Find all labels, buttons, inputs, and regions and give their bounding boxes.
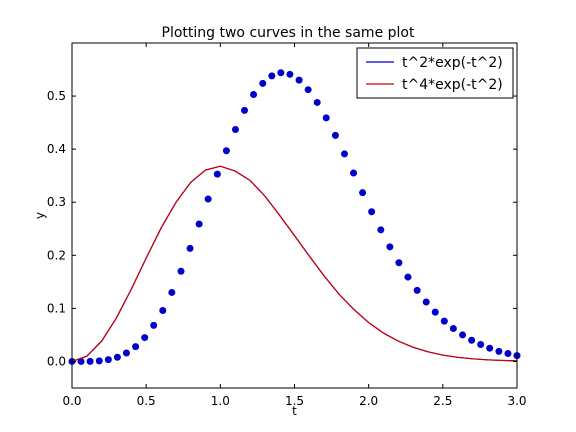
data-point (377, 226, 385, 234)
ticks-layer: 0.0 0.5 1.0 1.5 2.0 2.5 3.0 0.0 0.1 0.2 0.3 0.4 0.5 (47, 43, 527, 408)
data-point (486, 344, 494, 352)
data-point (313, 98, 321, 106)
data-point (286, 70, 294, 78)
data-point (395, 259, 403, 267)
y-tick-label: 0.3 (47, 195, 66, 209)
data-point (350, 169, 358, 177)
data-point (168, 288, 176, 296)
x-tick-label: 1.5 (285, 394, 304, 408)
data-point (295, 76, 303, 84)
data-point (95, 357, 103, 365)
y-tick-label: 0.2 (47, 248, 66, 262)
data-point (259, 79, 267, 87)
data-point (150, 321, 158, 329)
x-tick-label: 3.0 (507, 394, 526, 408)
data-point (304, 86, 312, 94)
data-point (250, 90, 258, 98)
data-point (440, 317, 448, 325)
data-point (504, 350, 512, 357)
x-tick-label: 2.0 (359, 394, 378, 408)
data-point (331, 131, 339, 139)
x-tick-label: 1.0 (211, 394, 230, 408)
data-point (459, 331, 467, 339)
data-point (77, 357, 85, 365)
data-point (495, 347, 503, 355)
data-point (277, 69, 285, 77)
data-point (204, 195, 212, 203)
data-point (477, 340, 485, 348)
data-point (113, 353, 121, 361)
data-point (195, 220, 203, 228)
data-point (422, 298, 430, 306)
data-point (404, 273, 412, 281)
data-point (177, 267, 185, 275)
data-point (468, 336, 476, 344)
chart-title: Plotting two curves in the same plot (162, 25, 415, 41)
data-point (386, 243, 394, 251)
x-tick-label: 2.5 (433, 394, 452, 408)
plot-area: 0.0 0.5 1.0 1.5 2.0 2.5 3.0 0.0 0.1 0.2 0.3 0.4 0.5 (47, 42, 527, 408)
data-point (322, 114, 330, 122)
data-point (186, 244, 194, 252)
x-tick-label: 0.0 (62, 394, 81, 408)
data-point (132, 343, 140, 351)
data-point (222, 147, 230, 155)
y-axis-label: y (33, 212, 47, 219)
legend-label-1: t^2*exp(-t^2) (402, 55, 503, 71)
data-point (413, 286, 421, 294)
y-tick-label: 0.5 (47, 89, 66, 103)
series-line-3 (71, 165, 518, 363)
data-point (431, 308, 439, 316)
data-point (86, 357, 94, 365)
x-axis-label: t (292, 404, 297, 418)
data-point (359, 189, 367, 197)
data-point (231, 126, 239, 134)
legend-label-2: t^4*exp(-t^2) (402, 77, 503, 93)
data-point (368, 208, 376, 216)
data-point (159, 307, 167, 315)
legend: t^2*exp(-t^2) t^4*exp(-t^2) (356, 47, 514, 99)
data-point (340, 150, 348, 158)
y-tick-label: 0.4 (47, 142, 66, 156)
legend-frame (356, 47, 514, 99)
series-layer (68, 69, 521, 365)
data-point (141, 334, 149, 342)
data-point (213, 170, 221, 178)
data-point (104, 356, 112, 364)
y-tick-label: 0.1 (47, 301, 66, 315)
data-point (449, 325, 457, 333)
data-point (268, 72, 276, 80)
data-point (122, 349, 130, 357)
data-point (241, 106, 249, 114)
x-tick-label: 0.5 (137, 394, 156, 408)
y-tick-label: 0.0 (47, 354, 66, 368)
